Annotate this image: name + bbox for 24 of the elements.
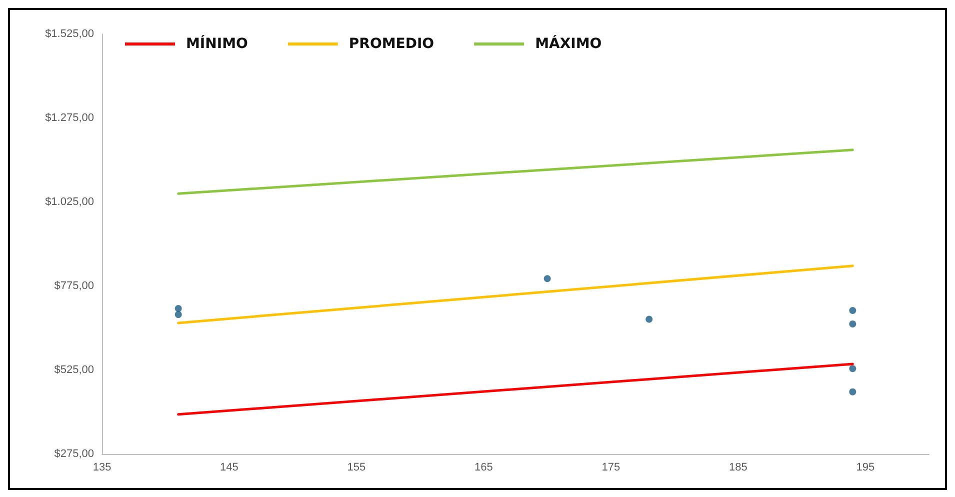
x-tick-label: 195 [856,462,875,474]
point [849,307,856,314]
x-tick-label: 145 [220,462,238,474]
y-tick-label: $1.525,00 [45,28,94,40]
x-tick-label: 175 [602,462,620,474]
point [174,311,182,318]
point [544,275,551,282]
y-tick-label: $275,00 [54,448,94,460]
point [849,320,856,328]
y-tick-label: $1.275,00 [45,112,94,124]
point [849,388,856,396]
y-tick-label: $525,00 [54,364,94,376]
legend-label: MÍNIMO [186,35,248,52]
x-tick-label: 135 [92,462,112,474]
point [849,365,856,372]
y-tick-label: $1.025,00 [45,196,94,208]
x-tick-label: 185 [728,462,748,474]
point [174,305,182,312]
legend-label: MÁXIMO [535,35,602,52]
legend-label: PROMEDIO [348,36,434,52]
y-tick-label: $775,00 [54,280,94,292]
point [646,316,653,323]
x-tick-label: 165 [474,462,493,474]
x-tick-label: 155 [347,462,366,474]
